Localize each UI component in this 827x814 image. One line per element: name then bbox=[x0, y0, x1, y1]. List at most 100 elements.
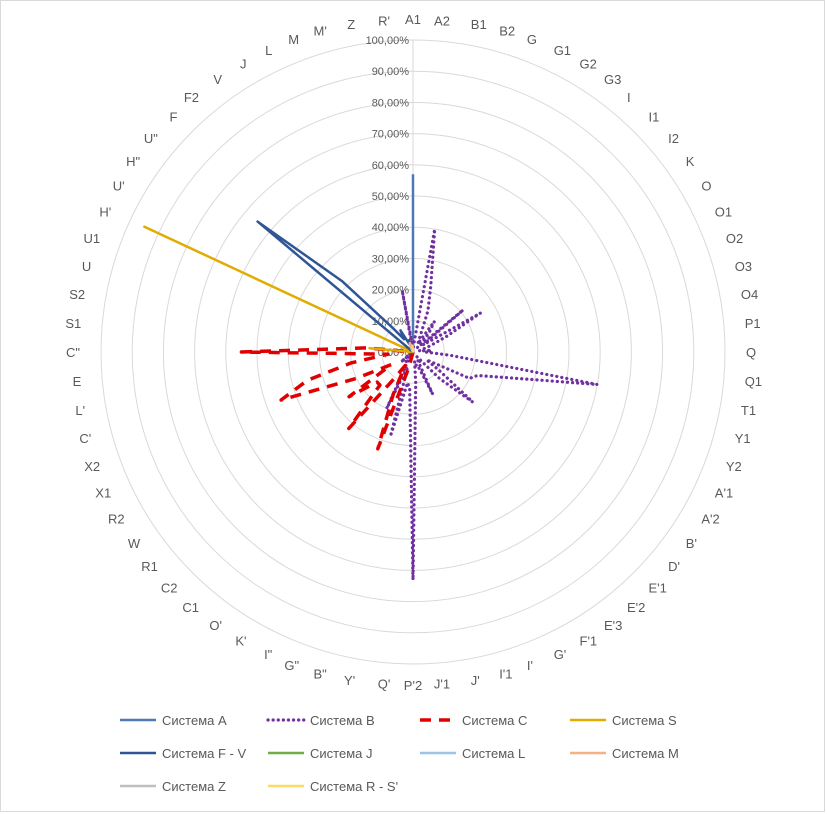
category-label: F'1 bbox=[580, 633, 598, 648]
category-label: V bbox=[213, 72, 222, 87]
category-label: E'2 bbox=[627, 600, 645, 615]
radar-series bbox=[143, 174, 600, 582]
category-label: B1 bbox=[471, 17, 487, 32]
legend-label-8: Система Z bbox=[162, 779, 226, 794]
category-label: A'1 bbox=[715, 486, 733, 501]
radial-tick-label: 50,00% bbox=[372, 191, 410, 203]
category-label: H' bbox=[99, 204, 111, 219]
category-label: R' bbox=[378, 13, 390, 28]
category-label: G" bbox=[284, 658, 299, 673]
legend-label-0: Система A bbox=[162, 713, 227, 728]
category-label: O bbox=[701, 179, 711, 194]
category-label: S2 bbox=[69, 287, 85, 302]
category-label: E'3 bbox=[604, 618, 622, 633]
category-label: B' bbox=[686, 536, 697, 551]
radial-tick-label: 100,00% bbox=[366, 35, 410, 47]
category-label: K bbox=[686, 154, 695, 169]
category-label: O2 bbox=[726, 231, 743, 246]
category-label: M bbox=[288, 32, 299, 47]
radial-tick-label: 30,00% bbox=[372, 253, 410, 265]
legend-label-4: Система F - V bbox=[162, 746, 246, 761]
legend-label-9: Система R - S' bbox=[310, 779, 398, 794]
category-label: O3 bbox=[735, 259, 752, 274]
category-label: O' bbox=[209, 618, 222, 633]
legend-label-6: Система L bbox=[462, 746, 525, 761]
category-label: B2 bbox=[499, 23, 515, 38]
category-label: C2 bbox=[161, 581, 178, 596]
category-label: Y1 bbox=[735, 431, 751, 446]
legend-label-7: Система M bbox=[612, 746, 679, 761]
category-label: J'1 bbox=[434, 677, 450, 692]
category-label: R2 bbox=[108, 512, 125, 527]
category-label: I1 bbox=[649, 110, 660, 125]
category-label: Q' bbox=[378, 677, 391, 692]
category-label: R1 bbox=[141, 559, 158, 574]
category-label: Y2 bbox=[726, 459, 742, 474]
category-label: H" bbox=[126, 154, 140, 169]
category-label: Z bbox=[347, 17, 355, 32]
radial-tick-label: 40,00% bbox=[372, 222, 410, 234]
category-label: X2 bbox=[84, 459, 100, 474]
series-line-4 bbox=[256, 220, 415, 353]
category-label: I" bbox=[264, 647, 273, 662]
category-label: L' bbox=[75, 403, 85, 418]
category-label: A1 bbox=[405, 12, 421, 27]
category-label: G3 bbox=[604, 72, 621, 87]
category-label: F2 bbox=[184, 90, 199, 105]
category-label: Q bbox=[746, 345, 756, 360]
category-label: A2 bbox=[434, 13, 450, 28]
category-label: L bbox=[265, 43, 272, 58]
category-label: M' bbox=[313, 23, 326, 38]
category-label: C" bbox=[66, 345, 80, 360]
radial-tick-label: 20,00% bbox=[372, 285, 410, 297]
series-line-2 bbox=[239, 346, 415, 451]
series-line-1 bbox=[385, 227, 600, 582]
radial-tick-label: 90,00% bbox=[372, 66, 410, 78]
category-label: X1 bbox=[95, 486, 111, 501]
category-label: A'2 bbox=[701, 512, 719, 527]
category-label: C' bbox=[79, 431, 91, 446]
category-label: I' bbox=[527, 658, 533, 673]
category-label: P'2 bbox=[404, 678, 422, 693]
category-label: I bbox=[627, 90, 631, 105]
category-label: U" bbox=[144, 131, 158, 146]
radial-tick-label: 80,00% bbox=[372, 97, 410, 109]
category-label: Y' bbox=[344, 673, 355, 688]
category-label: C1 bbox=[182, 600, 199, 615]
legend-label-5: Система J bbox=[310, 746, 372, 761]
series-line-9 bbox=[411, 344, 415, 353]
category-label: U1 bbox=[83, 231, 100, 246]
category-label: J bbox=[240, 57, 247, 72]
chart-legend: Система A Система B Система C Система S Сист… bbox=[120, 713, 679, 794]
category-label: E bbox=[73, 374, 82, 389]
category-label: G bbox=[527, 32, 537, 47]
category-labels: A1 A2 B1 B2 G G1 G2 G3 I I1 I2 KO O1 O2 O3 O4 P1 Q Q1 T1 Y1 Y… bbox=[65, 12, 762, 693]
category-label: U' bbox=[113, 179, 125, 194]
category-label: B" bbox=[314, 667, 328, 682]
category-label: G1 bbox=[554, 43, 571, 58]
category-label: D' bbox=[668, 559, 680, 574]
category-label: I2 bbox=[668, 131, 679, 146]
category-label: J' bbox=[471, 673, 480, 688]
category-label: K' bbox=[235, 633, 246, 648]
radial-tick-labels: 0,00%10,00%20,00%30,00%40,00%50,00%60,00… bbox=[366, 35, 410, 359]
category-label: E'1 bbox=[649, 581, 667, 596]
category-label: G' bbox=[554, 647, 567, 662]
legend-label-2: Система C bbox=[462, 713, 527, 728]
legend-label-3: Система S bbox=[612, 713, 677, 728]
radial-tick-label: 60,00% bbox=[372, 160, 410, 172]
category-label: Q1 bbox=[745, 374, 762, 389]
category-label: P1 bbox=[745, 316, 761, 331]
category-label: S1 bbox=[65, 316, 81, 331]
category-label: T1 bbox=[741, 403, 756, 418]
radial-tick-label: 70,00% bbox=[372, 129, 410, 141]
category-label: F bbox=[170, 110, 178, 125]
category-label: O4 bbox=[741, 287, 758, 302]
category-label: I'1 bbox=[499, 667, 512, 682]
category-label: W bbox=[128, 536, 141, 551]
category-label: U bbox=[82, 259, 91, 274]
category-label: O1 bbox=[715, 204, 732, 219]
category-label: G2 bbox=[580, 57, 597, 72]
